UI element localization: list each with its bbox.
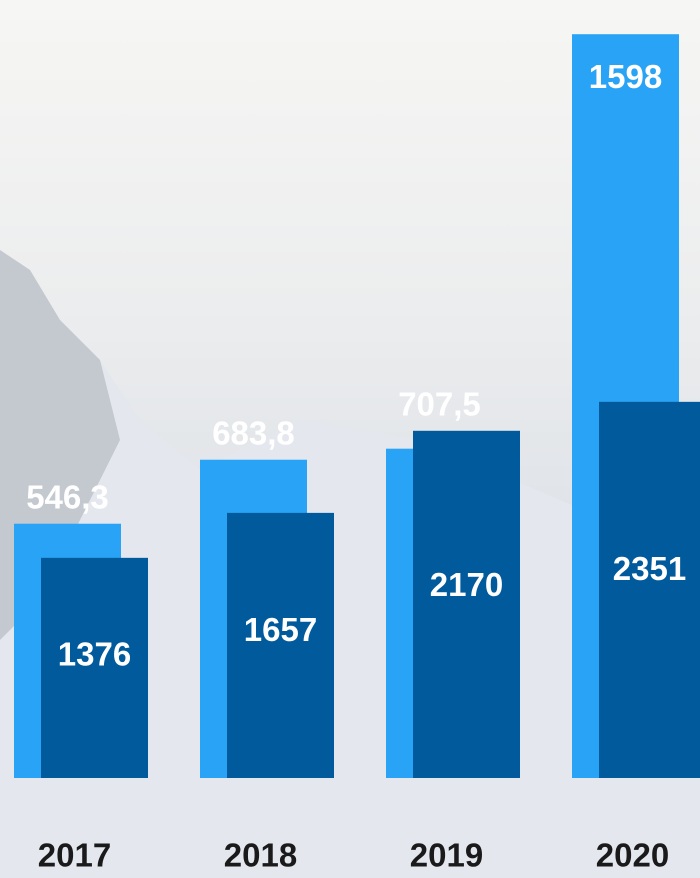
- bar: [599, 402, 700, 778]
- value-label: 707,5: [398, 386, 481, 423]
- value-label: 683,8: [212, 414, 295, 451]
- chart: 1376 546,3 2017 1657 683,8 2018 2170 707,5 2019 2…: [0, 0, 700, 878]
- value-label: 2170: [430, 566, 503, 603]
- x-tick-label: 2020: [596, 837, 669, 874]
- value-label: 2351: [613, 550, 686, 587]
- bar: [413, 431, 520, 778]
- value-label: 546,3: [26, 478, 109, 515]
- value-label: 1376: [58, 636, 131, 673]
- value-label: 1598: [589, 58, 662, 95]
- x-tick-label: 2018: [224, 837, 297, 874]
- x-tick-label: 2019: [410, 837, 483, 874]
- value-label: 1657: [244, 611, 317, 648]
- x-tick-label: 2017: [38, 837, 111, 874]
